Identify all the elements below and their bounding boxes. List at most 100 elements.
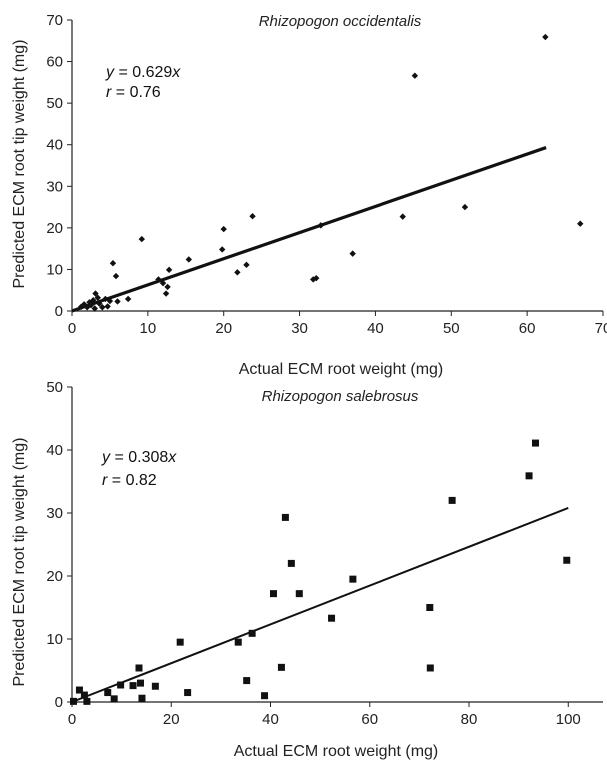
- y-tick-label: 30: [46, 505, 63, 522]
- data-point: [99, 304, 106, 311]
- data-point: [136, 679, 144, 687]
- y-tick-label: 50: [46, 95, 63, 112]
- data-point: [277, 663, 285, 671]
- data-point: [287, 559, 295, 567]
- data-point: [234, 269, 241, 276]
- data-point: [164, 283, 171, 291]
- chart-title: Rhizopogon salebrosus: [262, 388, 419, 405]
- data-point: [220, 225, 227, 233]
- data-point: [328, 614, 336, 622]
- y-tick-label: 40: [46, 137, 63, 154]
- data-point: [577, 220, 584, 227]
- data-point: [426, 604, 434, 611]
- chart-title: Rhizopogon occidentalis: [259, 13, 422, 30]
- data-point: [110, 695, 118, 703]
- data-point: [313, 274, 320, 282]
- data-point: [87, 301, 95, 309]
- data-point: [69, 697, 77, 705]
- chart-panel-salebrosus: Rhizopogon salebrosus y = 0.308x r = 0.8…: [11, 379, 603, 760]
- y-axis-label: Predicted ECM root tip weight (mg): [11, 438, 28, 687]
- x-tick-label: 100: [556, 711, 581, 728]
- data-point: [109, 259, 117, 267]
- regression-line: [71, 146, 547, 313]
- correlation-value: = 0.76: [111, 84, 160, 101]
- y-tick-label: 20: [46, 568, 63, 585]
- data-point: [135, 664, 143, 672]
- data-point: [261, 692, 269, 700]
- data-point: [92, 290, 99, 297]
- regression-equation: y = 0.308x: [101, 449, 177, 466]
- data-point: [243, 261, 250, 269]
- data-point: [165, 266, 173, 274]
- data-point: [448, 496, 456, 504]
- data-point: [269, 590, 277, 598]
- data-point: [281, 513, 289, 521]
- y-tick-label: 70: [46, 12, 63, 29]
- y-tick-label: 10: [46, 261, 63, 278]
- data-point: [124, 295, 132, 303]
- correlation-value: = 0.82: [107, 472, 156, 489]
- y-axis-label: Predicted ECM root tip weight (mg): [11, 40, 28, 289]
- data-point: [138, 694, 146, 702]
- data-point: [243, 677, 251, 685]
- x-tick-label: 20: [215, 320, 232, 337]
- data-point: [96, 300, 103, 307]
- data-point: [317, 222, 325, 229]
- data-point: [426, 664, 434, 672]
- data-point: [112, 272, 120, 280]
- regression-equation: y = 0.629x: [105, 64, 181, 81]
- y-tick-label: 50: [46, 379, 63, 396]
- x-tick-label: 20: [163, 711, 180, 728]
- regression-line: [71, 507, 569, 703]
- equation-y-var: y: [101, 449, 111, 466]
- x-axis-label: Actual ECM root weight (mg): [239, 361, 444, 378]
- data-point: [542, 33, 549, 41]
- y-tick-label: 30: [46, 178, 63, 195]
- data-point: [234, 638, 242, 646]
- data-point: [249, 213, 256, 220]
- data-point: [399, 213, 406, 220]
- x-axis-label: Actual ECM root weight (mg): [234, 743, 439, 760]
- data-point: [94, 294, 101, 301]
- data-point: [117, 681, 125, 689]
- data-point: [563, 556, 571, 564]
- chart-panel-occidentalis: Rhizopogon occidentalis y = 0.629x r = 0…: [11, 12, 607, 378]
- data-point: [349, 250, 356, 257]
- x-tick-label: 60: [361, 711, 378, 728]
- x-tick-label: 80: [461, 711, 478, 728]
- equation-x-var: x: [171, 64, 181, 81]
- correlation-coefficient: r = 0.76: [106, 84, 161, 101]
- correlation-var: r: [106, 84, 112, 101]
- x-tick-label: 40: [262, 711, 279, 728]
- data-point: [138, 235, 145, 243]
- data-point: [162, 290, 170, 297]
- y-tick-label: 20: [46, 220, 63, 237]
- data-point: [218, 246, 226, 253]
- data-point: [155, 276, 162, 283]
- data-point: [102, 295, 109, 303]
- x-tick-label: 40: [367, 320, 384, 337]
- data-point: [80, 691, 88, 699]
- x-tick-label: 60: [519, 320, 536, 337]
- data-point: [525, 472, 533, 480]
- x-tick-label: 70: [595, 320, 607, 337]
- data-point: [159, 279, 167, 287]
- data-point: [83, 697, 91, 705]
- data-point: [295, 590, 303, 598]
- data-point: [184, 689, 192, 697]
- correlation-coefficient: r = 0.82: [102, 472, 157, 489]
- correlation-var: r: [102, 472, 108, 489]
- equation-slope: = 0.629: [114, 64, 172, 81]
- data-point: [75, 686, 83, 694]
- data-point: [114, 298, 121, 305]
- data-point: [83, 304, 91, 311]
- data-point: [106, 297, 114, 305]
- data-point: [461, 203, 469, 211]
- equation-x-var: x: [167, 449, 177, 466]
- y-tick-label: 40: [46, 442, 63, 459]
- data-point: [91, 305, 98, 312]
- data-point: [129, 682, 137, 690]
- y-tick-label: 10: [46, 631, 63, 648]
- data-point: [104, 689, 112, 697]
